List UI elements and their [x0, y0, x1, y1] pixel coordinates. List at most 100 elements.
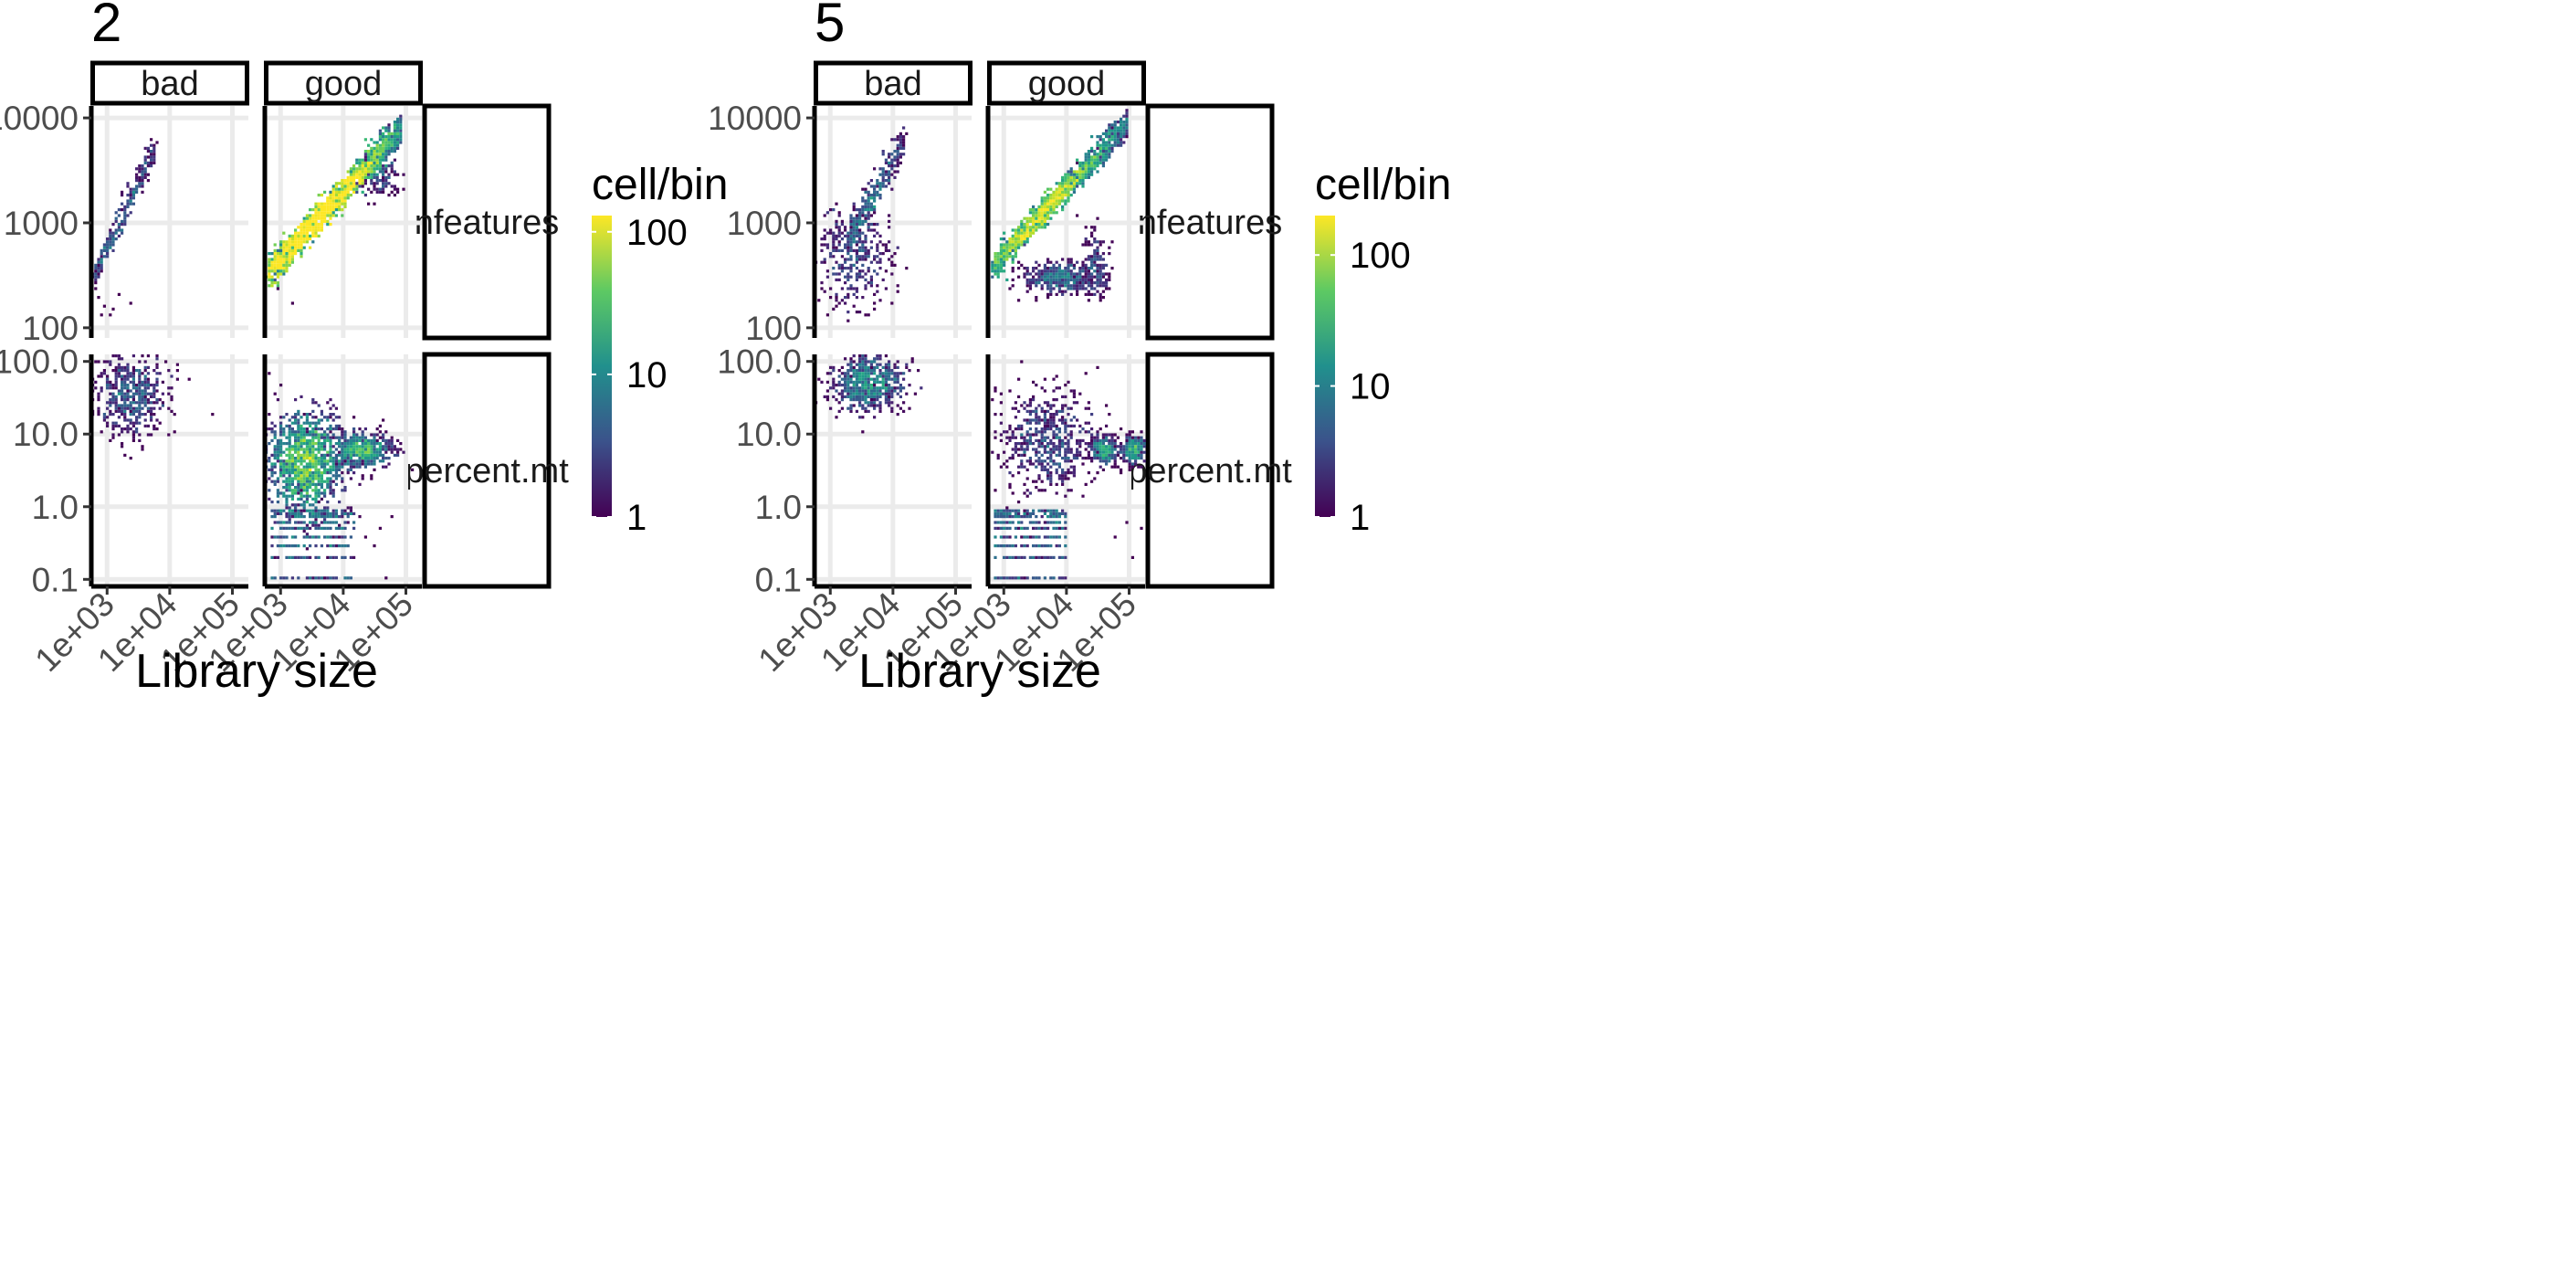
bin-cell [829, 252, 833, 256]
bin-cell [1140, 448, 1143, 451]
bin-cell [1035, 430, 1038, 434]
bin-cell [390, 132, 394, 135]
bin-cell [1057, 442, 1061, 446]
bin-cell [1057, 526, 1061, 530]
bin-cell [268, 459, 271, 463]
bin-cell [320, 427, 323, 431]
bin-cell [305, 418, 309, 422]
bin-cell [1005, 506, 1009, 510]
bin-cell [1101, 161, 1105, 164]
bin-cell [1043, 202, 1046, 206]
bin-cell [152, 158, 156, 162]
bin-cell [864, 380, 867, 384]
bin-cell [305, 438, 309, 442]
bin-cell [349, 511, 352, 515]
bin-cell [329, 477, 332, 480]
bin-cell [1064, 404, 1067, 407]
bin-cell [331, 202, 335, 206]
bin-cell [317, 526, 321, 530]
bin-cell [290, 430, 294, 434]
bin-cell [869, 389, 873, 393]
bin-cell [1096, 284, 1099, 288]
bin-cell [382, 459, 385, 463]
bin-cell [370, 175, 373, 179]
bin-cell [138, 395, 142, 398]
bin-cell [155, 372, 159, 375]
bin-cell [320, 497, 323, 501]
bin-cell [1064, 421, 1067, 425]
bin-cell [300, 555, 303, 559]
bin-cell [1101, 153, 1105, 156]
bin-cell [867, 269, 870, 273]
bin-cell [1023, 228, 1026, 232]
bin-cell [846, 319, 850, 322]
bin-cell [864, 374, 867, 378]
bin-cell [123, 214, 127, 217]
bin-cell [367, 448, 371, 451]
bin-cell [111, 223, 115, 227]
bin-cell [888, 389, 891, 393]
bin-cell [1076, 182, 1079, 185]
bin-cell [1035, 438, 1038, 442]
bin-cell [1049, 208, 1053, 212]
bin-cell [305, 482, 309, 486]
strip-label: nfeatures [1138, 204, 1282, 242]
bin-cell [869, 386, 873, 390]
legend-title: cell/bin [1315, 161, 1451, 209]
bin-cell [876, 194, 879, 197]
bin-cell [331, 491, 335, 495]
bin-cell [1028, 272, 1032, 276]
bin-cell [326, 515, 330, 519]
bin-cell [270, 269, 274, 273]
bin-cell [152, 155, 156, 159]
bin-cell [363, 161, 367, 164]
bin-cell [1052, 418, 1056, 422]
bin-cell [294, 468, 298, 471]
bin-cell [373, 173, 376, 176]
bin-cell [1125, 114, 1129, 118]
bin-cell [1057, 535, 1061, 539]
bin-cell [1020, 231, 1024, 235]
bin-cell [1046, 474, 1050, 478]
bin-cell [1099, 269, 1102, 273]
bin-cell [861, 296, 865, 300]
bin-cell [1101, 155, 1105, 159]
bin-cell [334, 474, 338, 478]
bin-cell [1043, 389, 1046, 393]
bin-cell [1108, 153, 1111, 156]
bin-cell [878, 194, 882, 197]
bin-cell [893, 365, 897, 369]
bin-cell [1043, 459, 1046, 463]
bin-cell [1061, 442, 1065, 446]
bin-cell [361, 175, 364, 179]
bin-cell [152, 389, 156, 393]
bin-cell [873, 360, 877, 364]
bin-cell [1011, 255, 1015, 258]
bin-cell [1040, 436, 1044, 439]
bin-cell [279, 252, 283, 256]
bin-cell [1087, 269, 1090, 273]
bin-cell [282, 491, 286, 495]
bin-cell [334, 424, 338, 427]
bin-cell [346, 442, 350, 446]
bin-cell [1061, 292, 1065, 296]
bin-cell [290, 416, 294, 419]
bin-cell [878, 167, 882, 171]
colorbar [1315, 216, 1335, 517]
bin-cell [1061, 406, 1065, 410]
bin-cell [282, 427, 286, 431]
bin-cell [300, 448, 303, 451]
bin-cell [1099, 284, 1102, 288]
bin-cell [311, 511, 315, 515]
bin-cell [268, 275, 271, 279]
bin-cell [858, 223, 862, 227]
bin-cell [323, 436, 327, 439]
bin-cell [1008, 482, 1012, 486]
bin-cell [878, 260, 882, 264]
bin-cell [109, 413, 112, 417]
bin-cell [138, 421, 142, 425]
bin-cell [341, 509, 344, 512]
bin-cell [294, 436, 298, 439]
bin-cell [1037, 438, 1041, 442]
bin-cell [334, 482, 338, 486]
